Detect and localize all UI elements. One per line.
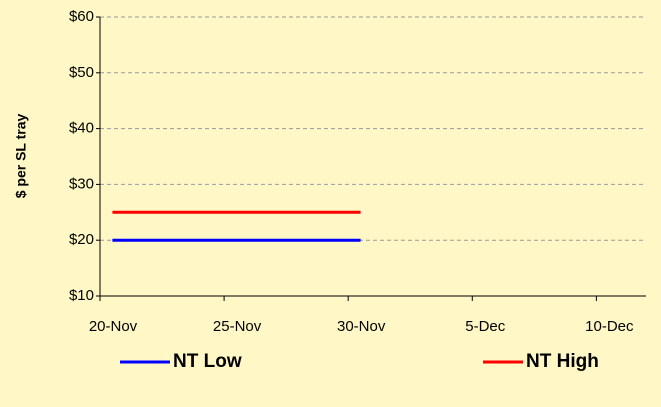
y-tick-label: $20 xyxy=(69,231,94,248)
y-tick-label: $50 xyxy=(69,64,94,81)
y-tick-label: $40 xyxy=(69,120,94,137)
x-tick-label: 10-Dec xyxy=(585,318,634,335)
y-tick-label: $60 xyxy=(69,8,94,25)
y-tick-label: $30 xyxy=(69,175,94,192)
x-tick-label: 25-Nov xyxy=(213,318,262,335)
x-tick-label: 20-Nov xyxy=(89,318,138,335)
legend-label: NT Low xyxy=(173,351,242,372)
y-axis-title: $ per SL tray xyxy=(13,114,29,199)
x-tick-label: 30-Nov xyxy=(337,318,386,335)
y-tick-label: $10 xyxy=(69,287,94,304)
x-tick-label: 5-Dec xyxy=(465,318,506,335)
legend-label: NT High xyxy=(526,351,599,372)
